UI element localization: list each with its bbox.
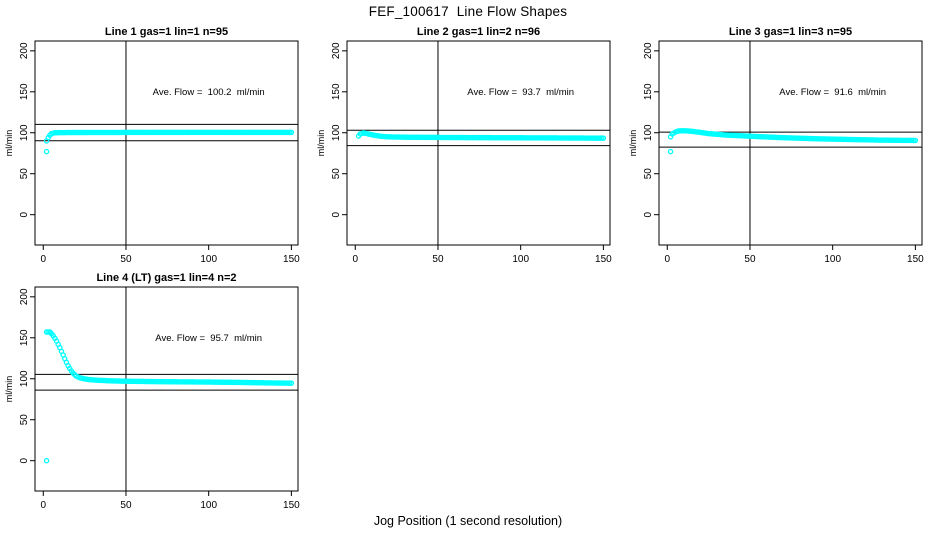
y-tick-label: 200 xyxy=(19,288,30,305)
panel-4: Line 4 (LT) gas=1 lin=4 n=2 0 50 100 150 0 50 1… xyxy=(4,272,300,511)
data-point xyxy=(288,380,295,386)
x-tick-label: 100 xyxy=(512,254,529,265)
data-points xyxy=(43,329,295,464)
x-tick-label: 50 xyxy=(120,254,132,265)
x-tick-label: 0 xyxy=(352,254,358,265)
x-tick-label: 100 xyxy=(200,254,217,265)
data-points xyxy=(355,130,607,141)
figure-title: FEF_100617 Line Flow Shapes xyxy=(368,4,568,19)
y-tick-label: 0 xyxy=(19,457,30,463)
panel-title: Line 1 gas=1 lin=1 n=95 xyxy=(105,26,228,38)
x-tick-label: 0 xyxy=(664,254,670,265)
panel-title: Line 2 gas=1 lin=2 n=96 xyxy=(417,26,540,38)
panel-3: Line 3 gas=1 lin=3 n=95 0 50 100 150 0 50 100 15… xyxy=(628,26,924,265)
y-tick-label: 0 xyxy=(19,211,30,217)
x-tick-label: 50 xyxy=(120,500,132,511)
y-tick-label: 200 xyxy=(19,42,30,59)
y-tick-label: 0 xyxy=(331,211,342,217)
y-tick-label: 50 xyxy=(19,168,30,180)
x-tick-label: 0 xyxy=(40,254,46,265)
y-tick-label: 100 xyxy=(19,124,30,141)
avg-flow-annotation: Ave. Flow = 93.7 ml/min xyxy=(467,87,574,98)
panel-1: Line 1 gas=1 lin=1 n=95 0 50 100 150 0 50 100 15… xyxy=(4,26,300,265)
avg-flow-annotation: Ave. Flow = 95.7 ml/min xyxy=(155,333,262,344)
x-tick-label: 100 xyxy=(824,254,841,265)
y-tick-label: 200 xyxy=(331,42,342,59)
data-points xyxy=(667,127,919,155)
plot-box xyxy=(346,40,611,246)
y-tick-label: 200 xyxy=(643,42,654,59)
x-tick-label: 0 xyxy=(40,500,46,511)
avg-flow-annotation: Ave. Flow = 91.6 ml/min xyxy=(779,87,886,98)
y-axis-title: ml/min xyxy=(4,376,14,403)
y-tick-label: 150 xyxy=(643,83,654,100)
y-tick-label: 50 xyxy=(643,168,654,180)
panel-title: Line 4 (LT) gas=1 lin=4 n=2 xyxy=(96,272,236,284)
outlier-point xyxy=(43,148,50,155)
plot-box xyxy=(34,40,299,246)
y-tick-label: 50 xyxy=(331,168,342,180)
data-point xyxy=(912,137,919,144)
y-tick-label: 150 xyxy=(19,83,30,100)
data-point xyxy=(288,129,295,136)
x-tick-label: 100 xyxy=(200,500,217,511)
y-tick-label: 150 xyxy=(331,83,342,100)
y-tick-label: 50 xyxy=(19,414,30,426)
x-tick-label: 50 xyxy=(432,254,444,265)
x-tick-label: 150 xyxy=(595,254,612,265)
avg-flow-annotation: Ave. Flow = 100.2 ml/min xyxy=(153,87,265,98)
x-tick-label: 150 xyxy=(283,500,300,511)
y-axis-title: ml/min xyxy=(4,130,14,157)
plot-box xyxy=(34,286,299,492)
y-axis-title: ml/min xyxy=(628,130,638,157)
x-axis-label: Jog Position (1 second resolution) xyxy=(373,514,563,528)
panel-title: Line 3 gas=1 lin=3 n=95 xyxy=(729,26,852,38)
x-tick-label: 150 xyxy=(907,254,924,265)
data-point xyxy=(600,135,607,141)
y-tick-label: 150 xyxy=(19,329,30,346)
y-tick-label: 100 xyxy=(643,124,654,141)
x-tick-label: 50 xyxy=(744,254,756,265)
x-tick-label: 150 xyxy=(283,254,300,265)
outlier-point xyxy=(667,148,674,155)
y-tick-label: 100 xyxy=(19,370,30,387)
data-points xyxy=(43,129,295,155)
y-axis-title: ml/min xyxy=(316,130,326,157)
panel-2: Line 2 gas=1 lin=2 n=96 0 50 100 150 0 50 100 15… xyxy=(316,26,612,265)
y-tick-label: 100 xyxy=(331,124,342,141)
plot-box xyxy=(658,40,923,246)
outlier-point xyxy=(43,457,50,464)
y-tick-label: 0 xyxy=(643,211,654,217)
